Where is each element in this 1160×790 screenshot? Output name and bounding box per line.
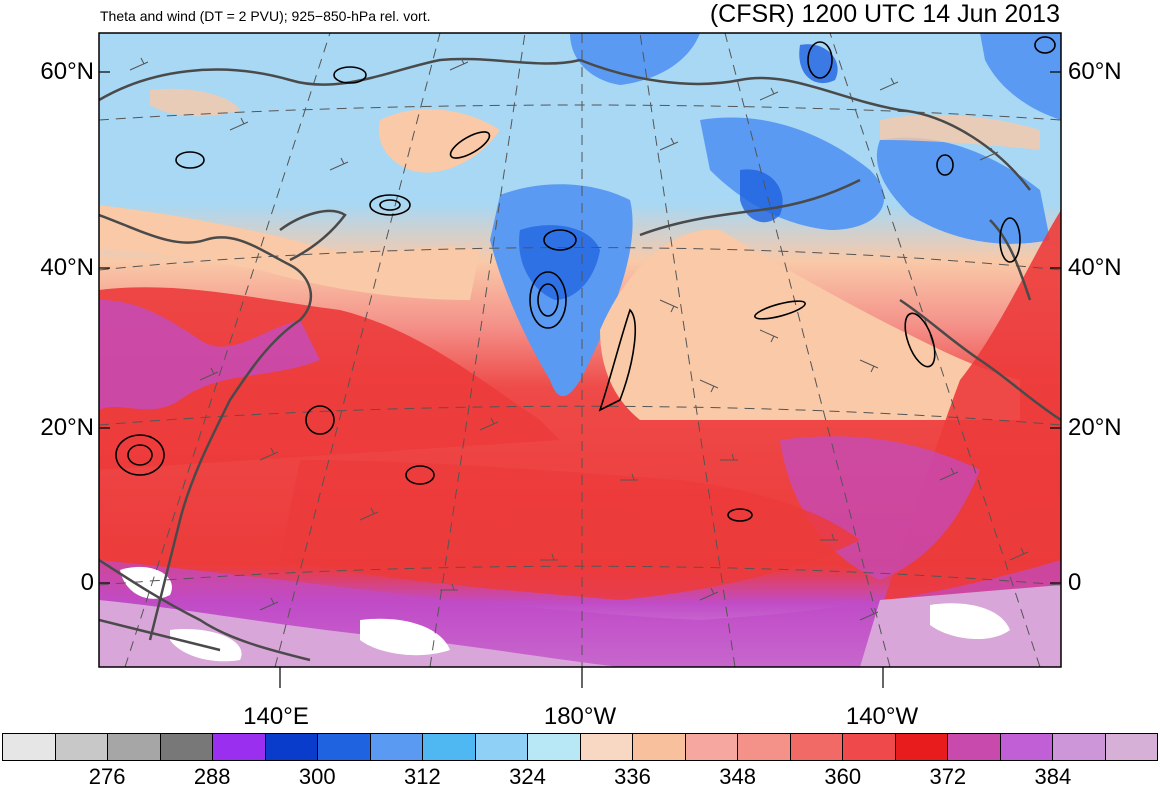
- colorbar-label: 372: [929, 764, 967, 789]
- map-panel: 60°N 40°N 20°N 0 60°N 40°N 20°N 0 140°E …: [40, 32, 1122, 730]
- colorbar-swatch: [264, 733, 318, 761]
- wind-barbs: [129, 57, 1029, 621]
- colorbar-label: 360: [824, 764, 862, 789]
- lat-label-0-left: 0: [80, 569, 94, 596]
- colorbar-label: 324: [509, 764, 546, 789]
- lon-label-140w: 140°W: [845, 703, 919, 730]
- lat-label-20n-right: 20°N: [1068, 414, 1122, 441]
- colorbar-swatch: [474, 733, 528, 761]
- lat-label-40n-right: 40°N: [1068, 254, 1122, 281]
- colorbar-label: 336: [614, 764, 651, 789]
- colorbar-swatch: [789, 733, 843, 761]
- lat-label-60n-right: 60°N: [1068, 58, 1122, 85]
- lat-label-20n-left: 20°N: [40, 414, 94, 441]
- colorbar-swatch: [2, 733, 56, 761]
- axis-ticks: [99, 71, 1061, 688]
- lon-label-180w: 180°W: [543, 703, 617, 730]
- vorticity-contours: [115, 36, 1056, 522]
- colorbar-label: 348: [719, 764, 756, 789]
- colorbar-swatch: [1104, 733, 1158, 761]
- lat-label-40n-left: 40°N: [40, 254, 94, 281]
- lat-label-60n-left: 60°N: [40, 58, 94, 85]
- map-svg: [98, 32, 1062, 688]
- colorbar-label: 384: [1034, 764, 1072, 789]
- graticule: [99, 33, 1061, 667]
- colorbar-swatch: [737, 733, 791, 761]
- lat-label-0-right: 0: [1068, 569, 1082, 596]
- lon-label-140e: 140°E: [243, 703, 309, 730]
- colorbar-swatch: [947, 733, 1001, 761]
- colorbar: [2, 733, 1158, 761]
- colorbar-label: 288: [193, 764, 231, 789]
- colorbar-label: 312: [404, 764, 441, 789]
- map-frame: [98, 32, 1062, 668]
- colorbar-swatch: [527, 733, 581, 761]
- colorbar-swatch: [999, 733, 1053, 761]
- colorbar-label: 300: [298, 764, 336, 789]
- colorbar-label: 276: [88, 764, 126, 789]
- colorbar-swatch: [369, 733, 423, 761]
- colorbar-swatch: [317, 733, 371, 761]
- colorbar-swatch: [54, 733, 108, 761]
- title: (CFSR) 1200 UTC 14 Jun 2013: [709, 0, 1060, 28]
- colorbar-swatch: [1052, 733, 1106, 761]
- colorbar-swatch: [632, 733, 686, 761]
- colorbar-swatch: [159, 733, 213, 761]
- colorbar-swatch: [684, 733, 738, 761]
- colorbar-swatch: [842, 733, 896, 761]
- colorbar-swatch: [107, 733, 161, 761]
- subtitle: Theta and wind (DT = 2 PVU); 925−850-hPa…: [100, 8, 431, 24]
- colorbar-swatch: [422, 733, 476, 761]
- colorbar-swatch: [212, 733, 266, 761]
- colorbar-swatch: [894, 733, 948, 761]
- colorbar-swatch: [579, 733, 633, 761]
- theta-field: [99, 33, 1061, 667]
